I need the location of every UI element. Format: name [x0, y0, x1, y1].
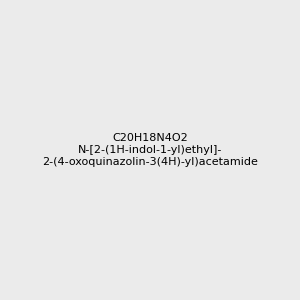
Text: C20H18N4O2
N-[2-(1H-indol-1-yl)ethyl]-
2-(4-oxoquinazolin-3(4H)-yl)acetamide: C20H18N4O2 N-[2-(1H-indol-1-yl)ethyl]- 2… — [42, 134, 258, 166]
